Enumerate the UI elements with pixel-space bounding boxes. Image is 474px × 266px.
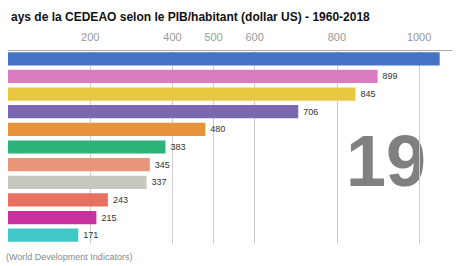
svg-text:215: 215 <box>101 213 116 223</box>
svg-text:400: 400 <box>163 31 181 43</box>
svg-text:480: 480 <box>210 124 225 134</box>
svg-text:171: 171 <box>83 230 98 240</box>
svg-text:(World Development Indicators): (World Development Indicators) <box>6 252 132 262</box>
svg-text:345: 345 <box>155 160 170 170</box>
svg-text:500: 500 <box>204 31 222 43</box>
svg-text:899: 899 <box>383 71 398 81</box>
svg-text:845: 845 <box>360 89 375 99</box>
svg-text:19: 19 <box>346 121 426 201</box>
svg-text:243: 243 <box>113 195 128 205</box>
svg-text:337: 337 <box>152 177 167 187</box>
svg-text:383: 383 <box>170 142 185 152</box>
svg-text:800: 800 <box>328 31 346 43</box>
svg-text:200: 200 <box>81 31 99 43</box>
svg-text:706: 706 <box>303 107 318 117</box>
svg-text:600: 600 <box>245 31 263 43</box>
svg-text:ays de la CEDEAO selon le PIB/: ays de la CEDEAO selon le PIB/habitant (… <box>11 10 370 24</box>
svg-text:1000: 1000 <box>407 31 431 43</box>
